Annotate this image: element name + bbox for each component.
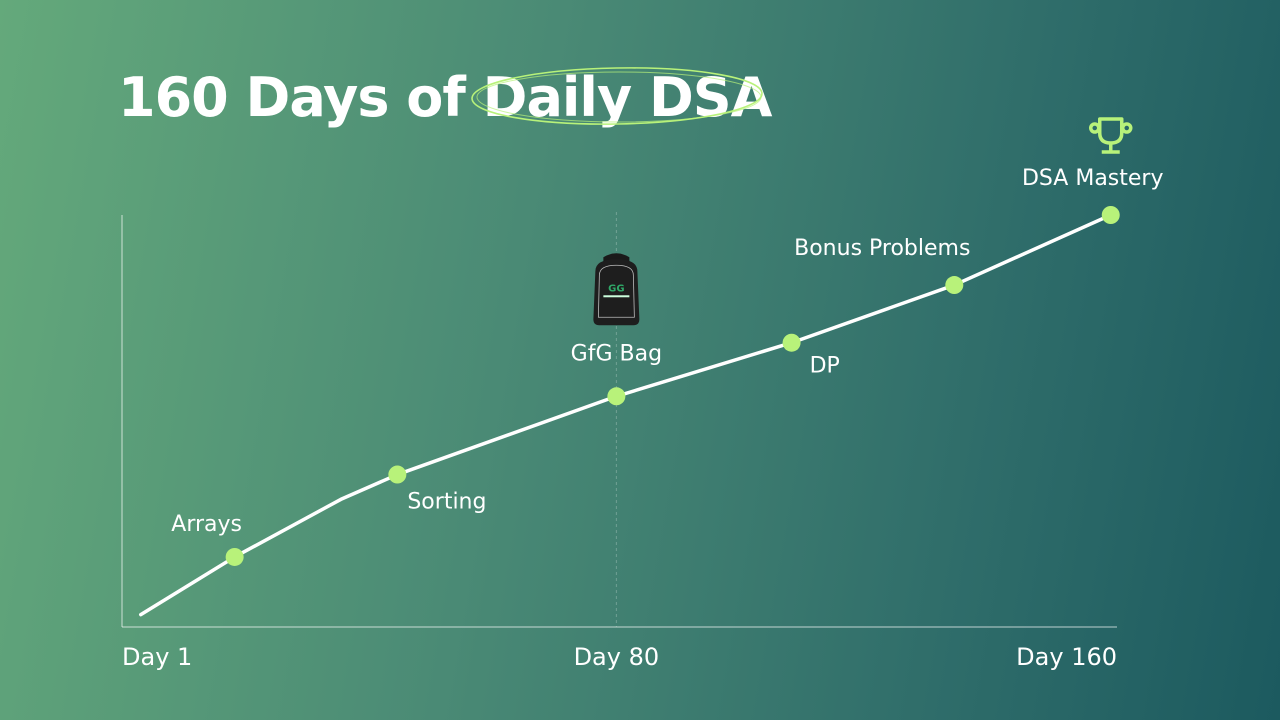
title-highlight-wrap: Daily DSA bbox=[470, 66, 772, 129]
milestone-label: Bonus Problems bbox=[794, 236, 970, 261]
milestone-point bbox=[607, 387, 626, 406]
x-tick-label: Day 1 bbox=[122, 643, 192, 671]
milestone-point bbox=[1101, 206, 1120, 224]
milestone-label: DP bbox=[810, 354, 840, 379]
milestone-label: DSA Mastery bbox=[1022, 166, 1164, 191]
backpack-icon: GG bbox=[593, 253, 640, 326]
milestone-label: Arrays bbox=[171, 512, 242, 537]
trophy-icon bbox=[1088, 117, 1133, 154]
milestone-label: Sorting bbox=[407, 490, 486, 515]
svg-text:GG: GG bbox=[608, 283, 624, 294]
milestone-label: GfG Bag bbox=[571, 341, 662, 366]
milestone-point bbox=[945, 276, 964, 295]
milestone-point bbox=[225, 547, 244, 566]
progress-line bbox=[139, 213, 1113, 617]
milestone-point bbox=[782, 333, 801, 352]
x-tick-label: Day 80 bbox=[574, 643, 660, 671]
milestone-point bbox=[388, 465, 407, 484]
x-tick-label: Day 160 bbox=[1016, 643, 1117, 671]
title-prefix: 160 Days of bbox=[118, 66, 483, 129]
page-title: 160 Days of Daily DSA bbox=[118, 66, 772, 129]
